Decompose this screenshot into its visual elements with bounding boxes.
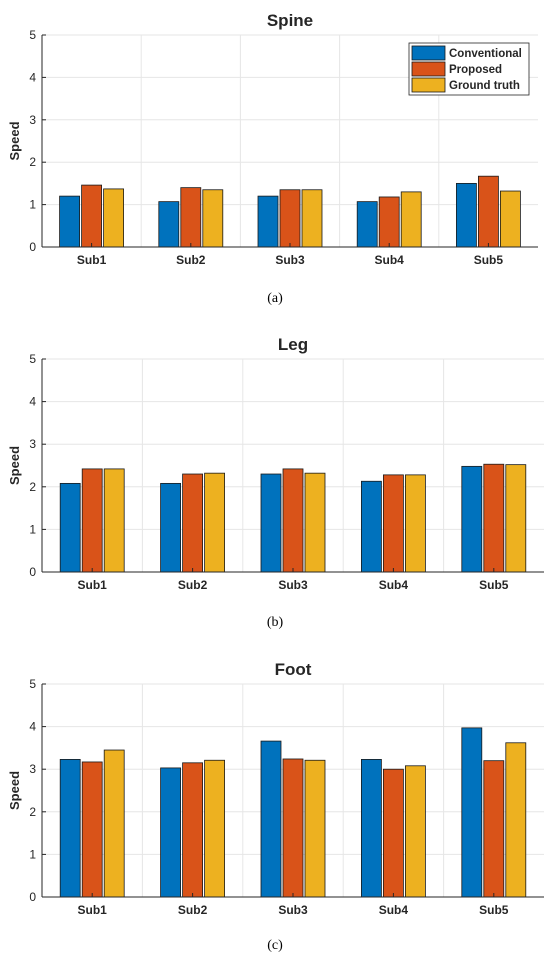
y-tick-label: 4 <box>29 720 36 734</box>
x-tick-label-sub5: Sub5 <box>479 578 509 592</box>
legend-swatch-conventional <box>411 45 446 61</box>
bar-ground-truth-sub2 <box>204 472 226 573</box>
legend: Conventional Proposed Ground truth <box>408 42 530 96</box>
bar-ground-truth-sub1 <box>103 188 124 248</box>
chart-panel-3: 0 1 2 3 4 5 Sub1 Sub2 Sub3 Sub4 Sub5 Foot Speed (c) <box>7 660 544 953</box>
y-tick-label: 3 <box>29 113 36 127</box>
bar-proposed-sub1 <box>81 761 103 898</box>
y-tick-label: 2 <box>29 805 36 819</box>
bar-conventional-sub5 <box>455 182 477 248</box>
x-tick-label-sub1: Sub1 <box>78 578 108 592</box>
bar-proposed-sub4 <box>382 768 404 898</box>
y-tick-label: 2 <box>29 155 36 169</box>
bar-conventional-sub4 <box>360 480 382 573</box>
bar-proposed-sub1 <box>81 184 102 248</box>
chart-panel-2: 0 1 2 3 4 5 Sub1 Sub2 Sub3 Sub4 Sub5 Leg Speed (b) <box>7 335 544 630</box>
bar-conventional-sub3 <box>257 195 279 248</box>
bar-ground-truth-sub3 <box>301 189 323 248</box>
legend-label-conventional: Conventional <box>449 48 522 60</box>
y-tick-label: 4 <box>29 70 36 84</box>
bar-proposed-sub4 <box>382 474 404 573</box>
bar-ground-truth-sub3 <box>304 759 326 898</box>
x-tick-label-sub5: Sub5 <box>479 903 509 917</box>
chart-title: Leg <box>278 335 308 354</box>
y-tick-label: 1 <box>29 198 36 212</box>
bar-ground-truth-sub4 <box>404 765 426 898</box>
bar-proposed-sub2 <box>182 473 204 573</box>
bar-conventional-sub2 <box>160 767 182 898</box>
y-axis-label: Speed <box>7 121 22 160</box>
panel-caption: (b) <box>267 615 284 630</box>
bar-conventional-sub2 <box>160 482 182 573</box>
y-tick-label: 2 <box>29 480 36 494</box>
legend-label-proposed: Proposed <box>449 64 502 76</box>
x-tick-label-sub3: Sub3 <box>278 578 308 592</box>
bar-ground-truth-sub2 <box>204 759 226 898</box>
y-tick-label: 0 <box>29 565 36 579</box>
bar-conventional-sub3 <box>260 740 282 898</box>
bar-conventional-sub5 <box>461 465 483 573</box>
x-tick-label-sub4: Sub4 <box>379 903 409 917</box>
y-tick-label: 3 <box>29 762 36 776</box>
x-tick-label-sub1: Sub1 <box>77 253 107 267</box>
y-axis-label: Speed <box>7 771 22 810</box>
bar-proposed-sub5 <box>483 760 505 898</box>
bar-conventional-sub2 <box>158 201 180 248</box>
x-tick-label-sub4: Sub4 <box>375 253 405 267</box>
panel-caption: (c) <box>267 938 283 953</box>
y-tick-label: 1 <box>29 522 36 536</box>
bar-conventional-sub5 <box>461 727 483 898</box>
y-tick-label: 0 <box>29 890 36 904</box>
bar-proposed-sub3 <box>282 758 304 898</box>
bar-ground-truth-sub5 <box>505 464 527 573</box>
x-tick-label-sub3: Sub3 <box>278 903 308 917</box>
bar-ground-truth-sub5 <box>499 190 521 248</box>
y-tick-label: 3 <box>29 437 36 451</box>
legend-label-ground-truth: Ground truth <box>449 80 520 92</box>
bar-conventional-sub4 <box>356 201 378 248</box>
x-tick-label-sub2: Sub2 <box>178 578 208 592</box>
bar-proposed-sub3 <box>279 189 301 248</box>
x-tick-label-sub1: Sub1 <box>78 903 108 917</box>
bar-ground-truth-sub5 <box>505 742 527 898</box>
legend-swatch-proposed <box>411 61 446 77</box>
y-tick-label: 5 <box>29 28 36 42</box>
chart-title: Foot <box>275 660 312 679</box>
bar-ground-truth-sub1 <box>103 749 125 898</box>
bar-proposed-sub5 <box>477 175 499 248</box>
x-tick-label-sub2: Sub2 <box>178 903 208 917</box>
y-tick-label: 4 <box>29 395 36 409</box>
y-tick-label: 1 <box>29 847 36 861</box>
chart-title: Spine <box>267 11 313 30</box>
bar-ground-truth-sub3 <box>304 472 326 573</box>
bar-conventional-sub3 <box>260 473 282 573</box>
bar-proposed-sub2 <box>180 187 202 248</box>
panel-caption: (a) <box>267 291 283 306</box>
y-tick-label: 5 <box>29 677 36 691</box>
y-tick-label: 5 <box>29 352 36 366</box>
bar-proposed-sub4 <box>378 196 400 248</box>
bar-proposed-sub2 <box>182 762 204 898</box>
bar-ground-truth-sub4 <box>400 191 422 248</box>
chart-panel-1: 0 1 2 3 4 5 Sub1 Sub2 Sub3 Sub4 Sub5 Spine Speed Conv… <box>7 11 538 306</box>
x-tick-label-sub5: Sub5 <box>474 253 504 267</box>
bar-ground-truth-sub4 <box>404 474 426 573</box>
bar-conventional-sub1 <box>59 482 81 573</box>
x-tick-label-sub4: Sub4 <box>379 578 409 592</box>
bar-ground-truth-sub2 <box>202 189 224 248</box>
bar-conventional-sub1 <box>59 759 81 898</box>
bar-conventional-sub4 <box>360 759 382 898</box>
bar-proposed-sub5 <box>483 463 505 573</box>
bar-conventional-sub1 <box>59 195 80 248</box>
y-tick-label: 0 <box>29 240 36 254</box>
y-axis-label: Speed <box>7 446 22 485</box>
legend-swatch-ground-truth <box>411 77 446 93</box>
bar-ground-truth-sub1 <box>103 468 125 573</box>
x-tick-label-sub2: Sub2 <box>176 253 206 267</box>
x-tick-label-sub3: Sub3 <box>275 253 305 267</box>
bar-proposed-sub1 <box>81 468 103 573</box>
bar-proposed-sub3 <box>282 468 304 573</box>
